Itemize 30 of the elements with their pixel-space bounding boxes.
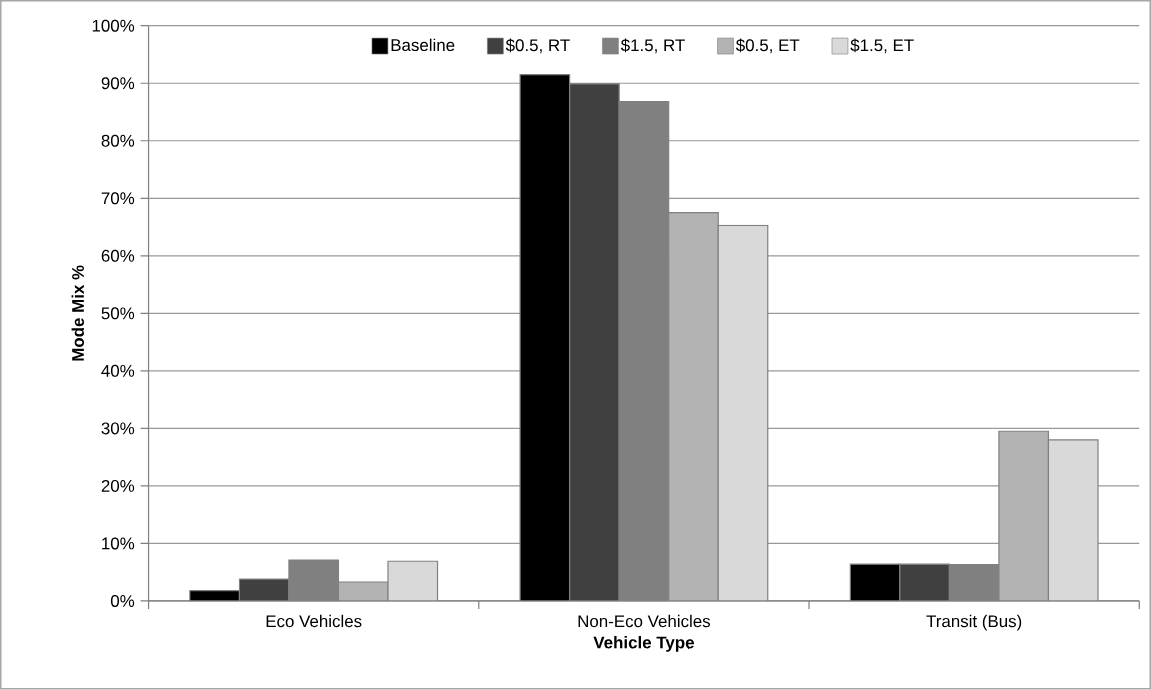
bar (668, 212, 719, 602)
y-tick-label: 20% (101, 480, 135, 493)
bar (899, 563, 950, 602)
legend-label: $1.5, ET (850, 38, 914, 54)
legend-label: $0.5, RT (505, 38, 570, 54)
bar (998, 430, 1050, 602)
x-tick-label: Transit (Bus) (926, 614, 1022, 631)
legend-label: $1.5, RT (620, 38, 685, 54)
bar (520, 74, 570, 602)
y-tick-label: 60% (101, 250, 135, 263)
bar (387, 561, 438, 602)
y-tick-label: 90% (101, 77, 135, 90)
legend-label: $0.5, ET (735, 38, 800, 54)
y-tick-label: 80% (101, 134, 135, 147)
y-axis-title: Mode Mix % (71, 265, 84, 361)
y-tick-label: 30% (101, 422, 135, 435)
y-tick-label: 40% (101, 365, 135, 378)
y-tick-label: 70% (101, 192, 135, 205)
y-tick-label: 0% (110, 595, 135, 608)
bar (849, 563, 901, 602)
y-tick-label: 50% (101, 307, 135, 320)
x-axis-title: Vehicle Type (593, 636, 694, 652)
bar (1047, 439, 1099, 602)
legend-label: Baseline (391, 38, 455, 52)
x-tick-label: Non-Eco Vehicles (578, 614, 711, 628)
x-tick-label: Eco Vehicles (266, 614, 362, 628)
y-tick-label: 10% (102, 537, 135, 550)
bar (569, 84, 620, 602)
y-tick-label: 100% (92, 19, 135, 32)
bar (718, 225, 768, 602)
